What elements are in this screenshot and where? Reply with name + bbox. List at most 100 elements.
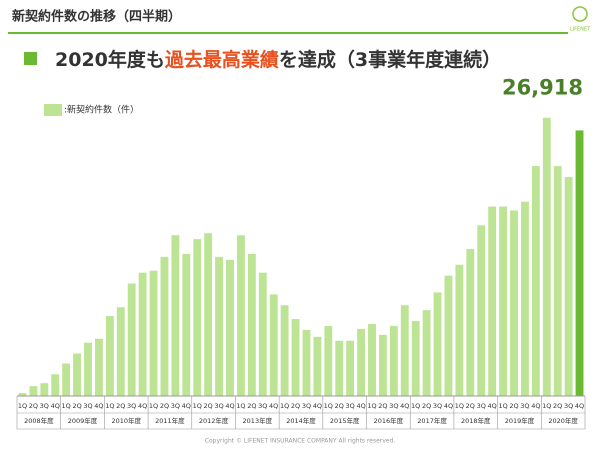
- x-tick-label: 1Q: [149, 402, 158, 410]
- x-tick-label: 1Q: [18, 402, 27, 410]
- x-tick-label: 2Q: [553, 402, 562, 410]
- headline-part: 2020年度も: [55, 48, 165, 71]
- x-tick-label: 2Q: [72, 402, 81, 410]
- bar: [18, 393, 27, 396]
- x-tick-label: 2Q: [378, 402, 387, 410]
- bar: [346, 340, 355, 396]
- bar: [160, 256, 169, 396]
- bar: [171, 235, 180, 396]
- bar: [422, 310, 431, 396]
- bar: [302, 329, 311, 396]
- x-tick-label: 4Q: [531, 402, 540, 410]
- x-tick-label: 2Q: [291, 402, 300, 410]
- footer: Copyright © LIFENET INSURANCE COMPANY Al…: [205, 438, 396, 445]
- headline-emphasis: 過去最高業績: [165, 48, 279, 71]
- bar: [193, 239, 202, 396]
- x-tick-label: 1Q: [280, 402, 289, 410]
- x-tick-label: 3Q: [40, 402, 49, 410]
- bar: [236, 235, 245, 396]
- bar: [258, 272, 267, 396]
- x-tick-label: 4Q: [94, 402, 103, 410]
- year-label: 2020年度: [548, 416, 578, 425]
- bar: [269, 294, 278, 396]
- bar: [520, 201, 529, 396]
- year-label: 2009年度: [68, 416, 98, 425]
- year-label: 2008年度: [24, 416, 54, 425]
- x-tick-label: 4Q: [356, 402, 365, 410]
- x-tick-label: 4Q: [400, 402, 409, 410]
- bar: [455, 264, 464, 396]
- x-tick-label: 4Q: [313, 402, 322, 410]
- year-label: 2019年度: [505, 416, 535, 425]
- bar: [105, 316, 114, 396]
- year-label: 2013年度: [243, 416, 273, 425]
- x-tick-label: 4Q: [488, 402, 497, 410]
- x-tick-label: 3Q: [214, 402, 223, 410]
- year-label: 2015年度: [330, 416, 360, 425]
- x-tick-label: 3Q: [171, 402, 180, 410]
- bar: [40, 383, 49, 396]
- bar: [335, 340, 344, 396]
- x-tick-label: 1Q: [455, 402, 464, 410]
- bar: [313, 336, 322, 396]
- year-label: 2018年度: [461, 416, 491, 425]
- bar: [62, 363, 71, 396]
- x-tick-label: 2Q: [422, 402, 431, 410]
- bar: [488, 206, 497, 396]
- x-tick-label: 1Q: [498, 402, 507, 410]
- x-tick-label: 2Q: [116, 402, 125, 410]
- x-tick-label: 1Q: [542, 402, 551, 410]
- bar: [226, 259, 234, 396]
- bar: [291, 319, 300, 396]
- bar: [466, 248, 475, 396]
- bar: [575, 130, 584, 397]
- bar: [368, 323, 376, 396]
- bar: [389, 325, 398, 396]
- x-tick-label: 4Q: [444, 402, 453, 410]
- x-tick-label: 1Q: [105, 402, 114, 410]
- bar: [51, 374, 60, 396]
- bar: [29, 386, 38, 396]
- bar: [138, 272, 147, 396]
- legend-label: :新契約件数（件）: [64, 104, 139, 116]
- x-tick-label: 4Q: [269, 402, 278, 410]
- x-tick-label: 3Q: [258, 402, 267, 410]
- x-tick-label: 4Q: [575, 402, 584, 410]
- bar: [411, 321, 420, 396]
- x-tick-label: 2Q: [204, 402, 213, 410]
- x-tick-label: 2Q: [247, 402, 256, 410]
- x-tick-label: 2Q: [335, 402, 344, 410]
- x-tick-label: 2Q: [466, 402, 475, 410]
- bar: [510, 210, 518, 396]
- year-label: 2012年度: [199, 416, 229, 425]
- bar: [247, 253, 256, 396]
- x-tick-label: 1Q: [193, 402, 202, 410]
- x-tick-label: 1Q: [324, 402, 333, 410]
- bar: [553, 166, 562, 396]
- bar: [444, 275, 453, 396]
- year-label: 2010年度: [111, 416, 141, 425]
- x-tick-label: 4Q: [51, 402, 60, 410]
- bar: [433, 292, 442, 396]
- headline-part: を達成（3事業年度連続）: [279, 48, 501, 71]
- bar: [204, 233, 213, 396]
- bar: [400, 305, 409, 396]
- x-tick-label: 1Q: [236, 402, 245, 410]
- x-tick-label: 4Q: [138, 402, 147, 410]
- x-tick-label: 4Q: [182, 402, 191, 410]
- x-tick-label: 2Q: [29, 402, 38, 410]
- bar: [116, 307, 125, 396]
- x-tick-label: 3Q: [83, 402, 92, 410]
- bar: [215, 256, 224, 396]
- headline-bullet: [24, 52, 37, 65]
- bar: [531, 166, 540, 396]
- legend-swatch: [44, 104, 62, 116]
- bar: [73, 353, 82, 396]
- bar: [94, 338, 103, 396]
- year-label: 2016年度: [374, 416, 404, 425]
- x-tick-label: 3Q: [564, 402, 573, 410]
- x-tick-label: 3Q: [520, 402, 529, 410]
- headline: 2020年度も過去最高業績を達成（3事業年度連続）: [55, 48, 501, 71]
- bar: [84, 342, 92, 396]
- bar: [357, 328, 366, 396]
